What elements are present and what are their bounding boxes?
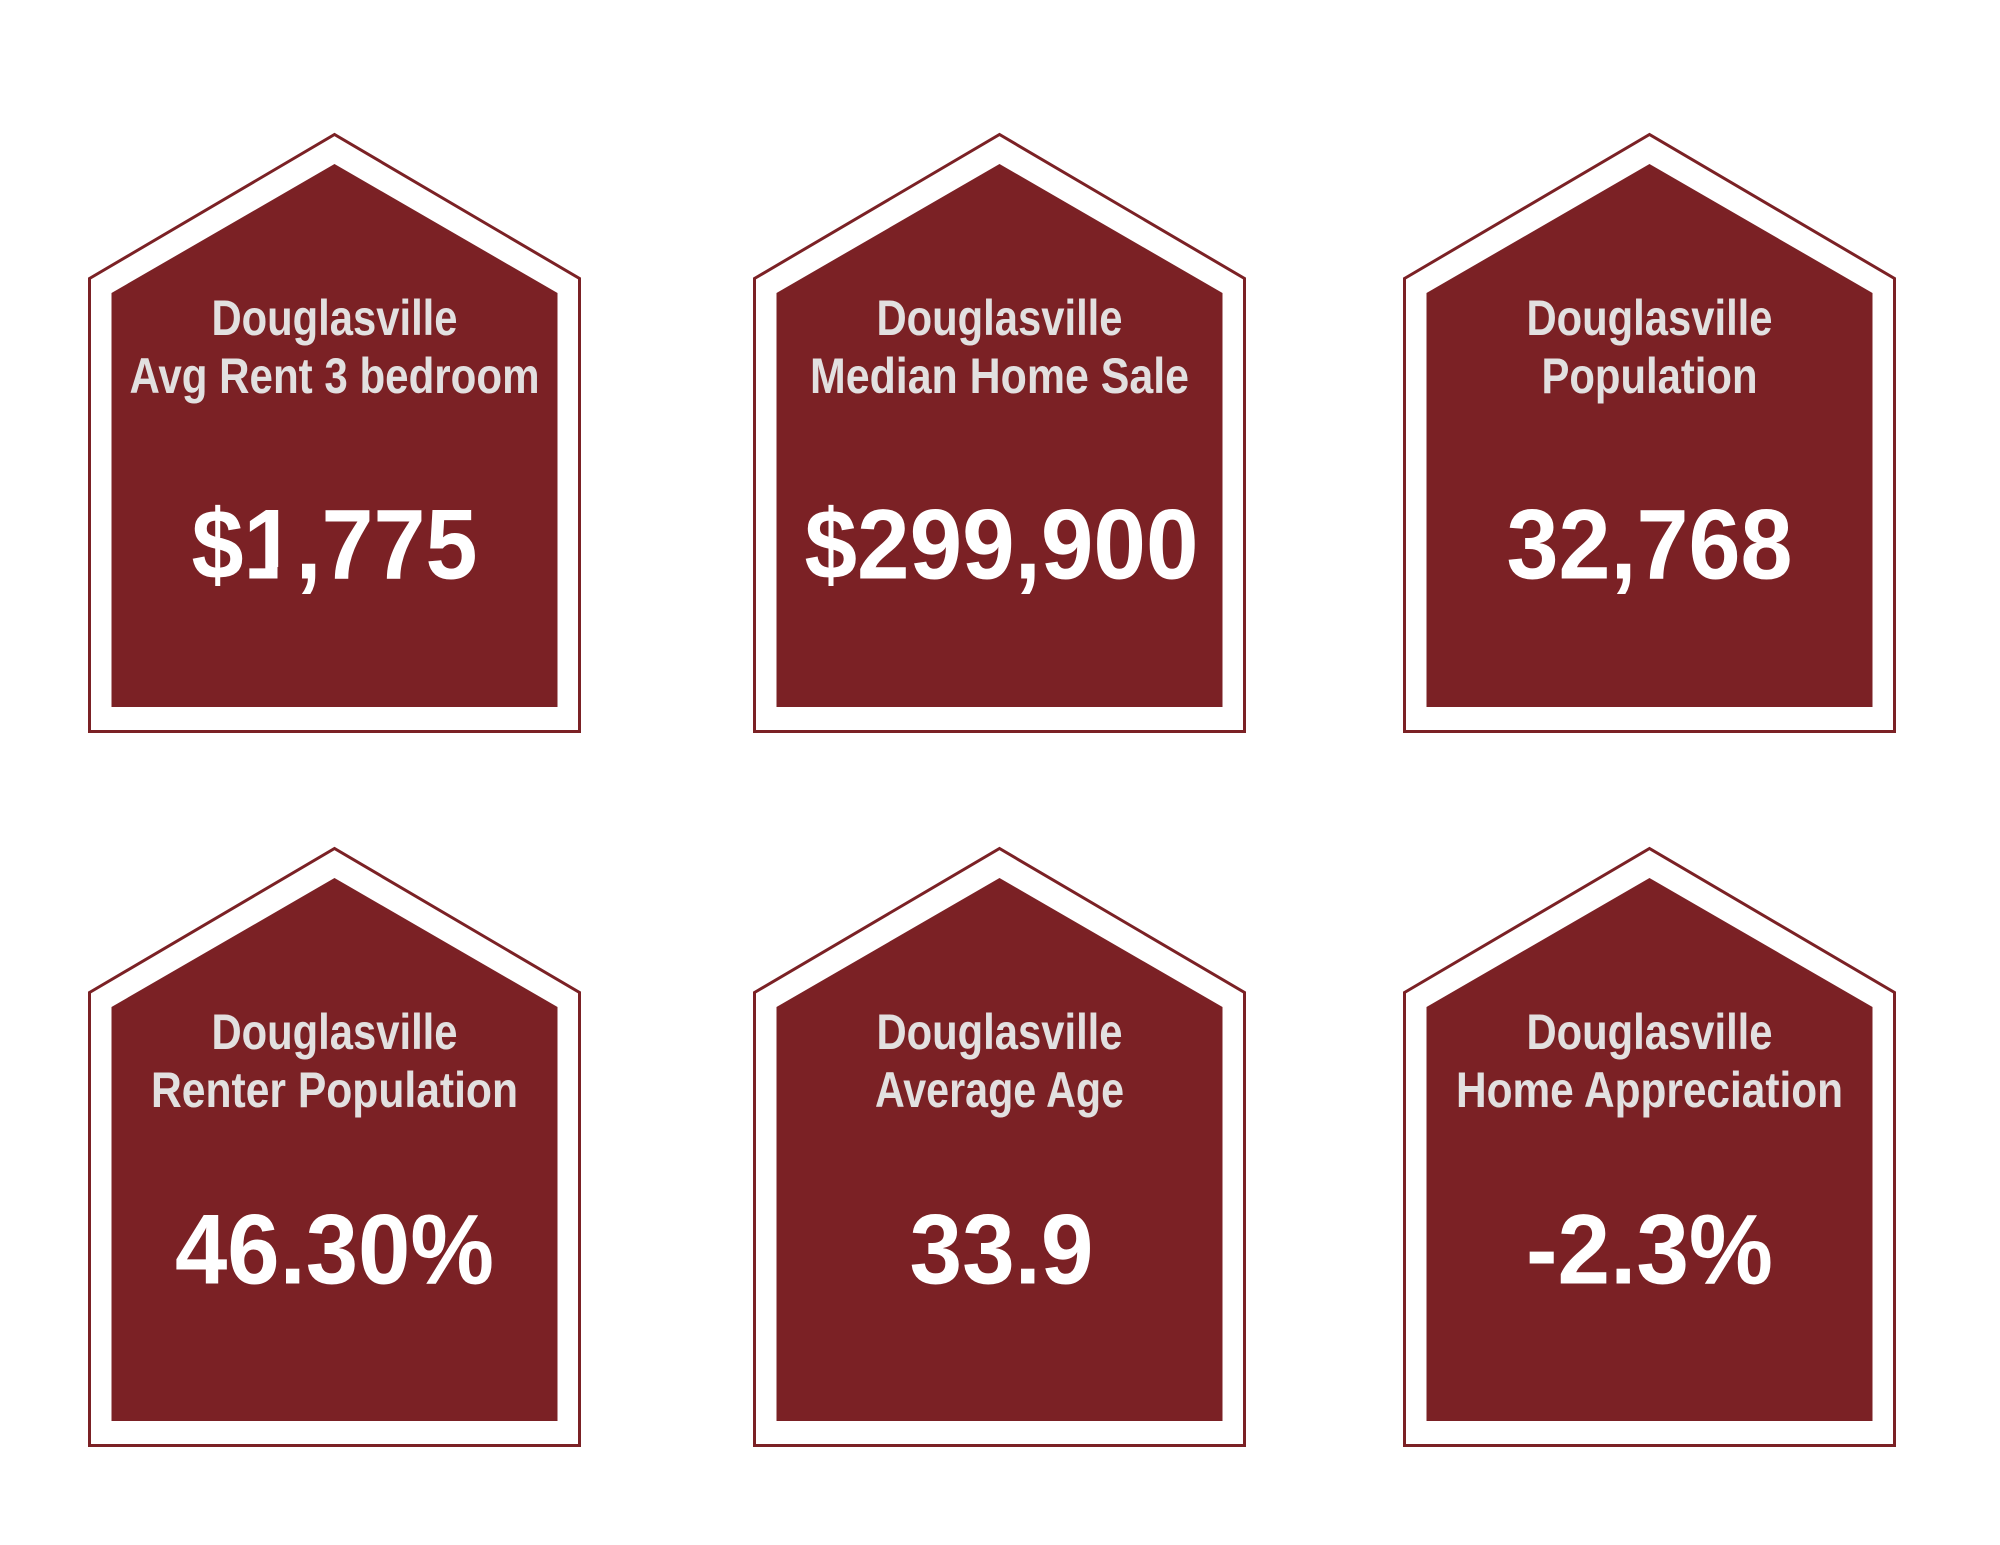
svg-text:Median Home Sale: Median Home Sale bbox=[810, 348, 1189, 404]
svg-text:Douglasville: Douglasville bbox=[212, 1004, 458, 1060]
svg-text:-2.3%: -2.3% bbox=[1526, 1194, 1773, 1305]
svg-text:Douglasville: Douglasville bbox=[1527, 1004, 1773, 1060]
svg-text:32,768: 32,768 bbox=[1507, 489, 1793, 600]
svg-text:$1,775: $1,775 bbox=[192, 489, 478, 600]
svg-text:Home Appreciation: Home Appreciation bbox=[1456, 1062, 1843, 1118]
svg-text:Douglasville: Douglasville bbox=[877, 1004, 1123, 1060]
svg-text:Douglasville: Douglasville bbox=[1527, 290, 1773, 346]
svg-text:Douglasville: Douglasville bbox=[877, 290, 1123, 346]
svg-text:46.30%: 46.30% bbox=[175, 1194, 494, 1305]
svg-text:Average Age: Average Age bbox=[875, 1062, 1124, 1118]
svg-text:Douglasville: Douglasville bbox=[212, 290, 458, 346]
svg-text:Avg Rent 3 bedroom: Avg Rent 3 bedroom bbox=[130, 348, 540, 404]
svg-text:33.9: 33.9 bbox=[910, 1194, 1094, 1305]
svg-text:Population: Population bbox=[1542, 348, 1758, 404]
svg-text:$299,900: $299,900 bbox=[805, 489, 1199, 600]
svg-text:Renter Population: Renter Population bbox=[151, 1062, 518, 1118]
